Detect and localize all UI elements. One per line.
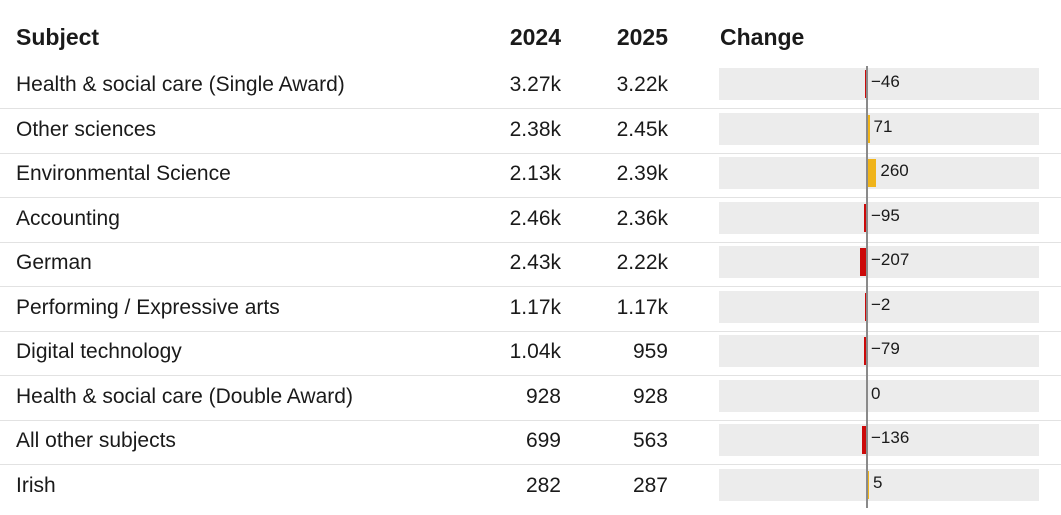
row-divider	[0, 419, 1061, 421]
change-bar	[867, 470, 869, 499]
subject-cell: German	[16, 251, 92, 274]
table-row: Health & social care (Single Award) 3.27k…	[0, 66, 1061, 110]
change-label: −79	[871, 339, 900, 358]
subject-cell: Performing / Expressive arts	[16, 295, 280, 319]
value-2024-cell: 2.46k	[509, 206, 561, 230]
value-2025-cell: 287	[632, 473, 668, 497]
change-track	[719, 290, 1039, 323]
change-label: 260	[880, 161, 909, 180]
table-row: All other subjects 699 563 −136	[0, 422, 1061, 466]
change-label: 5	[873, 472, 883, 492]
row-divider	[0, 197, 1061, 198]
value-2025-cell: 563	[632, 429, 668, 452]
subject-cell: Digital technology	[16, 340, 182, 363]
change-bar	[859, 248, 867, 276]
subject-cell: Environmental Science	[16, 162, 231, 185]
value-2024-cell: 3.27k	[509, 73, 561, 96]
value-2024-cell: 2.13k	[509, 162, 561, 185]
value-2025-cell: 928	[632, 384, 668, 408]
change-label: −46	[871, 72, 900, 91]
value-2025-cell: 2.22k	[616, 251, 668, 274]
table-row: Other sciences 2.38k 2.45k 71	[0, 111, 1061, 155]
subject-cell: Health & social care (Single Award)	[16, 73, 345, 96]
change-label: −207	[871, 250, 910, 269]
value-2024-cell: 2.38k	[509, 117, 561, 141]
row-divider	[0, 330, 1061, 332]
value-2024-cell: 928	[525, 384, 561, 408]
change-track	[719, 424, 1039, 456]
value-2024-cell: 2.43k	[509, 251, 561, 274]
header-2024: 2024	[509, 24, 561, 50]
change-bar	[863, 203, 867, 232]
change-track	[719, 246, 1039, 278]
row-divider	[0, 286, 1061, 287]
change-track	[719, 335, 1039, 367]
change-bar	[862, 426, 867, 454]
value-2025-cell: 3.22k	[616, 73, 668, 96]
value-2024-cell: 1.17k	[509, 295, 561, 319]
change-track	[719, 68, 1039, 100]
change-track	[719, 112, 1039, 145]
header-subject: Subject	[16, 24, 100, 50]
subject-cell: Health & social care (Double Award)	[16, 384, 353, 408]
change-bar	[867, 159, 877, 187]
row-divider	[0, 375, 1061, 376]
table-row: Accounting 2.46k 2.36k −95	[0, 200, 1061, 244]
table-row: Irish 282 287 5	[0, 467, 1061, 511]
table-row: Performing / Expressive arts 1.17k 1.17k −2	[0, 289, 1061, 333]
subject-cell: Irish	[16, 473, 56, 497]
change-label: 71	[873, 116, 893, 136]
change-label: −2	[871, 294, 891, 314]
table-row: Environmental Science 2.13k 2.39k 260	[0, 155, 1061, 199]
row-divider	[0, 241, 1061, 243]
change-track	[719, 201, 1039, 234]
row-divider	[0, 152, 1061, 154]
change-label: 0	[871, 383, 881, 403]
change-label: −136	[871, 428, 910, 447]
change-track	[719, 468, 1039, 501]
row-divider	[0, 108, 1061, 109]
value-2025-cell: 2.45k	[616, 117, 668, 141]
change-bar	[867, 114, 870, 143]
subject-cell: All other subjects	[16, 429, 176, 452]
value-2025-cell: 2.36k	[616, 206, 668, 230]
row-divider	[0, 464, 1061, 465]
change-track	[719, 157, 1039, 189]
value-2024-cell: 1.04k	[509, 340, 561, 363]
value-2025-cell: 1.17k	[616, 295, 668, 319]
change-bar	[864, 337, 867, 365]
table-row: Health & social care (Double Award) 928 92…	[0, 378, 1061, 422]
header-2025: 2025	[616, 24, 668, 50]
header-change: Change	[720, 24, 805, 50]
value-2025-cell: 2.39k	[616, 162, 668, 185]
subject-cell: Other sciences	[16, 117, 157, 141]
zero-axis-line	[866, 66, 868, 508]
table-row: German 2.43k 2.22k −207	[0, 244, 1061, 288]
table-row: Digital technology 1.04k 959 −79	[0, 333, 1061, 377]
value-2024-cell: 282	[525, 473, 561, 497]
subject-cell: Accounting	[16, 206, 120, 230]
change-track	[719, 379, 1039, 412]
value-2024-cell: 699	[525, 429, 561, 452]
value-2025-cell: 959	[632, 340, 668, 363]
change-label: −95	[871, 205, 900, 225]
